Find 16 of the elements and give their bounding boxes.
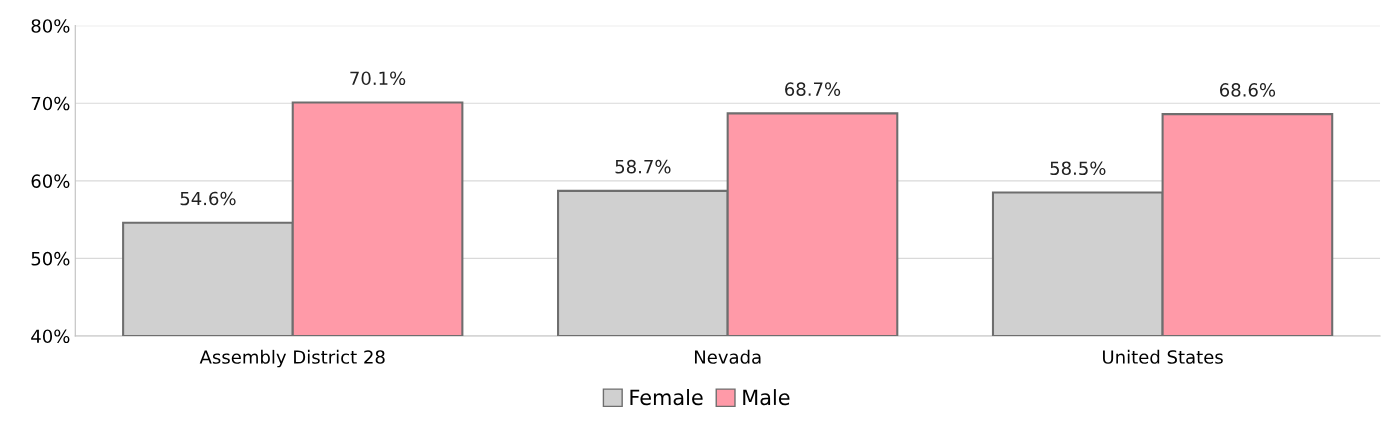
y-tick-label: 50% [31,251,70,266]
legend-label: Male [743,389,790,406]
data-label: 68.7% [785,82,841,96]
x-tick-label: United States [1103,349,1223,364]
data-label: 68.6% [1219,83,1276,97]
data-label: 58.5% [1050,161,1106,176]
y-tick-label: 40% [31,329,70,344]
data-label: 70.1% [350,71,406,86]
legend-label: Female [630,389,703,406]
y-tick-label: 70% [31,96,70,111]
x-tick-label: Assembly District 28 [199,349,385,368]
data-label: 54.6% [180,191,236,206]
y-tick-label: 80% [31,19,70,33]
y-tick-label: 60% [31,174,70,188]
x-tick-label: Nevada [694,349,761,364]
data-label: 58.7% [615,159,671,174]
